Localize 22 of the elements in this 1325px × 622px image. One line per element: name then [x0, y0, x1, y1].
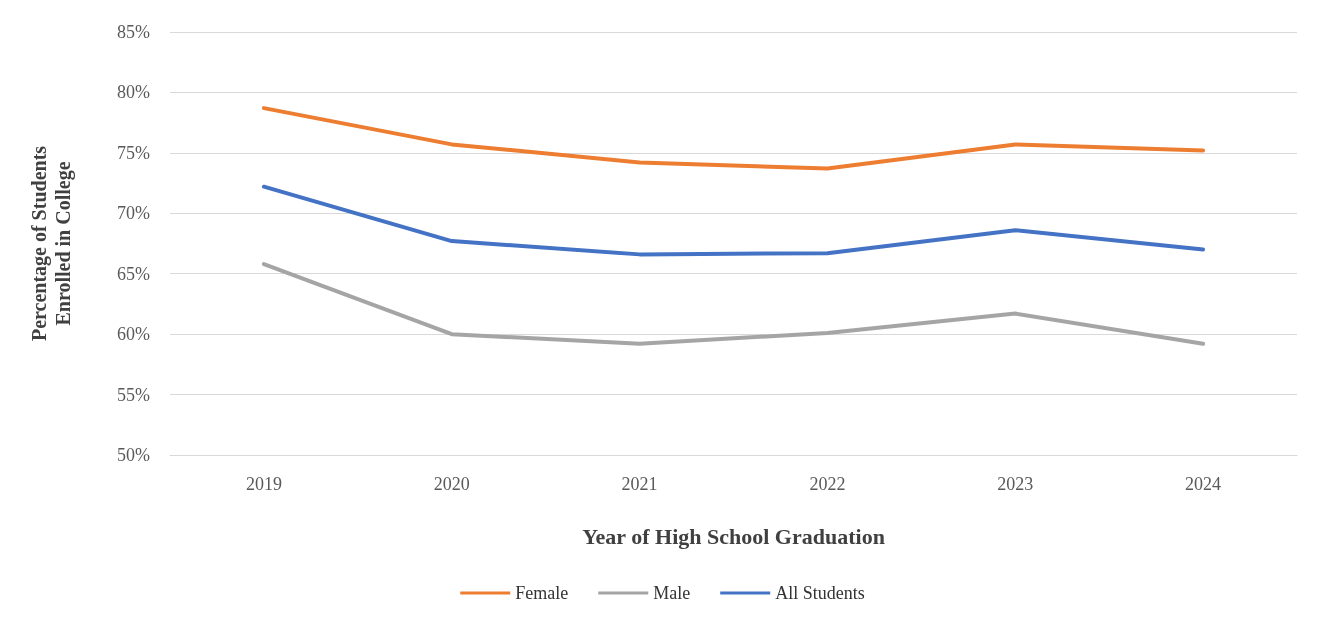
legend-label: All Students	[775, 583, 865, 603]
y-tick-label: 85%	[117, 22, 150, 42]
x-tick-label: 2019	[245, 474, 282, 494]
x-axis-title: Year of High School Graduation	[582, 523, 885, 549]
x-tick-label: 2020	[433, 474, 470, 494]
y-tick-label: 55%	[117, 384, 150, 405]
legend-label: Male	[653, 583, 691, 603]
x-tick-label: 2023	[997, 474, 1034, 494]
line-series	[261, 262, 1206, 346]
y-tick-label: 60%	[117, 324, 150, 345]
x-tick-label: 2022	[809, 474, 846, 494]
y-tick-label: 65%	[117, 263, 150, 284]
x-tick-label: 2024	[1185, 474, 1222, 494]
y-axis-title: Percentage of Students Enrolled in College	[28, 145, 75, 342]
y-tick-label: 75%	[117, 142, 150, 163]
y-tick-label: 80%	[117, 82, 150, 103]
line-series	[261, 184, 1206, 257]
line-series	[261, 106, 1206, 171]
y-tick-label: 50%	[117, 445, 150, 465]
y-tick-label: 70%	[117, 203, 150, 224]
legend-label: Female	[515, 583, 569, 603]
x-tick-label: 2021	[621, 474, 658, 494]
